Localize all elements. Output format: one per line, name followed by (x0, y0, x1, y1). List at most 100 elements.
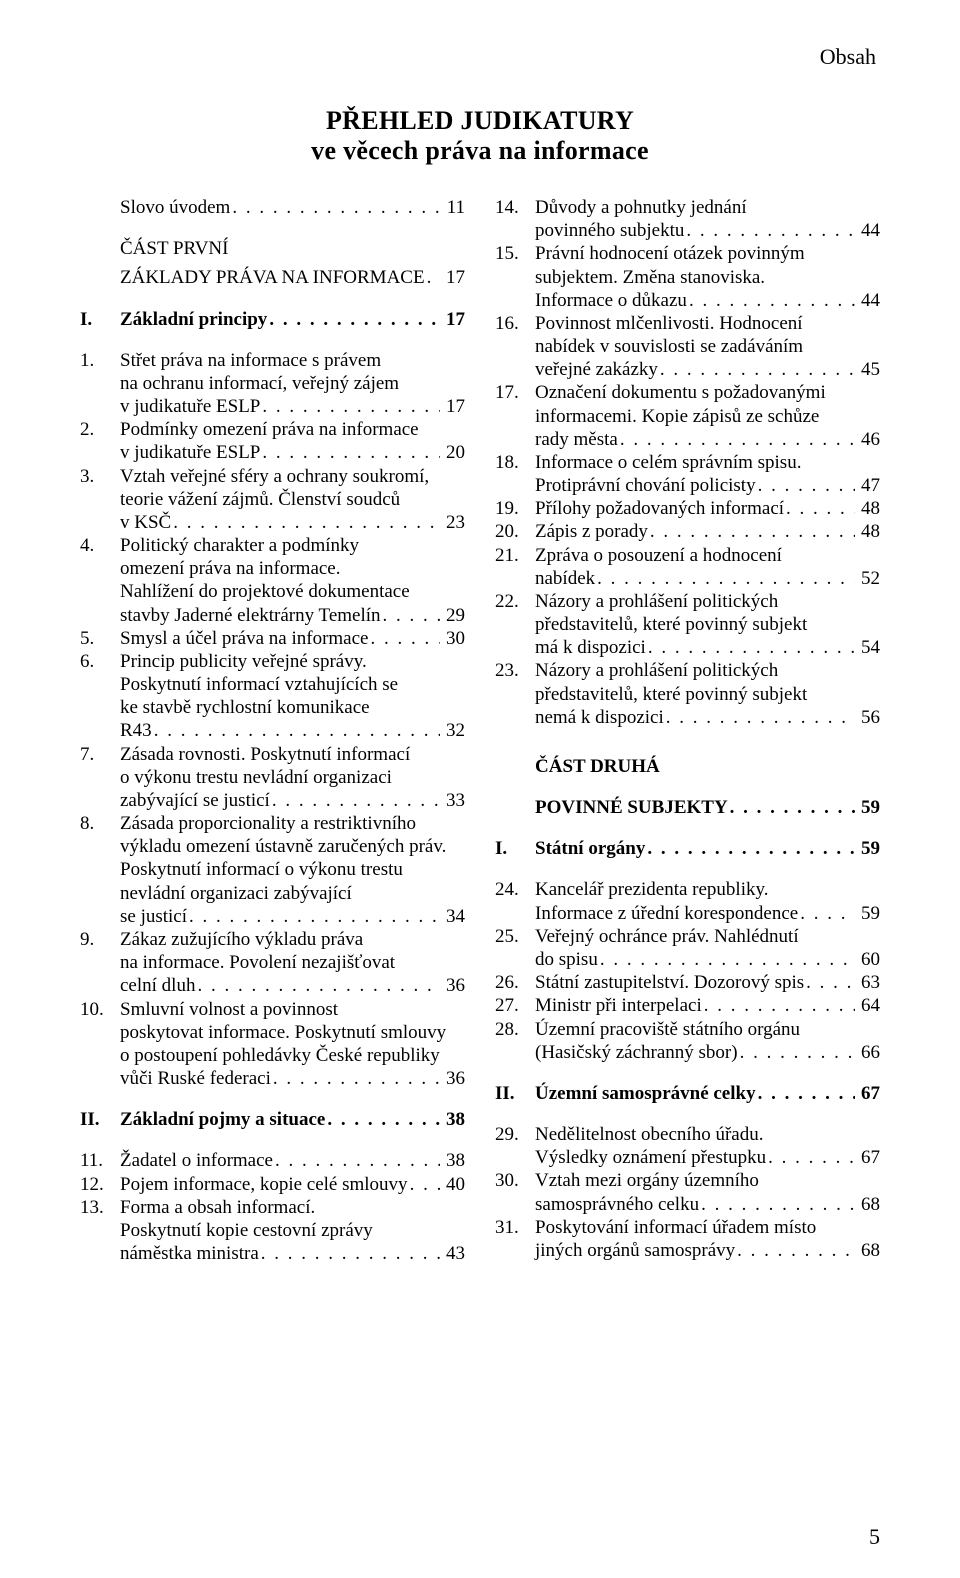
toc-text: Princip publicity veřejné správy. (120, 650, 367, 673)
toc-page: 66 (855, 1041, 880, 1064)
toc-entry: 16.Povinnost mlčenlivosti. Hodnocenínabí… (495, 312, 880, 382)
toc-leaders (702, 994, 855, 1017)
toc-number: II. (80, 1108, 120, 1131)
toc-page: 33 (440, 789, 465, 812)
toc-number: 18. (495, 451, 535, 474)
toc-entry: I.Státní orgány59 (495, 837, 880, 860)
toc-page: 44 (855, 219, 880, 242)
toc-leaders (804, 971, 855, 994)
toc-text-cont: představitelů, které povinný subjekt (495, 683, 880, 706)
table-of-contents: Slovo úvodem11ČÁST PRVNÍZÁKLADY PRÁVA NA… (80, 196, 880, 1265)
toc-page: 64 (855, 994, 880, 1017)
toc-number: 20. (495, 520, 535, 543)
toc-entry: 1.Střet práva na informace s právemna oc… (80, 349, 465, 419)
toc-number: 10. (80, 998, 120, 1021)
toc-leaders (735, 1239, 855, 1262)
toc-text: Základní pojmy a situace (120, 1108, 325, 1131)
toc-text: v KSČ (120, 511, 171, 534)
toc-leaders (684, 219, 855, 242)
toc-page: 40 (440, 1173, 465, 1196)
toc-entry: 26.Státní zastupitelství. Dozorový spis6… (495, 971, 880, 994)
toc-number: I. (80, 308, 120, 331)
toc-number: 11. (80, 1149, 120, 1172)
running-head: Obsah (80, 44, 880, 70)
toc-entry: 29.Nedělitelnost obecního úřadu.Výsledky… (495, 1123, 880, 1169)
toc-text: Pojem informace, kopie celé smlouvy (120, 1173, 408, 1196)
toc-leaders (425, 266, 440, 289)
toc-text: Označení dokumentu s požadovanými (535, 381, 826, 404)
toc-text: nemá k dispozici (535, 706, 664, 729)
toc-leaders (766, 1146, 855, 1169)
toc-entry: 31.Poskytování informací úřadem místojin… (495, 1216, 880, 1262)
toc-text: Přílohy požadovaných informací (535, 497, 784, 520)
toc-page: 60 (855, 948, 880, 971)
toc-text: se justicí (120, 905, 187, 928)
toc-number: 6. (80, 650, 120, 673)
toc-leaders (270, 789, 440, 812)
toc-text-cont: Poskytnutí informací vztahujících se (80, 673, 465, 696)
toc-text: Názory a prohlášení politických (535, 659, 778, 682)
title-main: PŘEHLED JUDIKATURY (80, 106, 880, 136)
toc-text: vůči Ruské federaci (120, 1067, 271, 1090)
toc-text: Státní zastupitelství. Dozorový spis (535, 971, 804, 994)
toc-page: 68 (855, 1239, 880, 1262)
toc-page: 29 (440, 604, 465, 627)
toc-entry: 4.Politický charakter a podmínkyomezení … (80, 534, 465, 627)
toc-text-cont: Nahlížení do projektové dokumentace (80, 580, 465, 603)
toc-number: 3. (80, 465, 120, 488)
toc-text: Zákaz zužujícího výkladu práva (120, 928, 363, 951)
toc-text: Zásada proporcionality a restriktivního (120, 812, 416, 835)
toc-text: Veřejný ochránce práv. Nahlédnutí (535, 925, 799, 948)
toc-text: Důvody a pohnutky jednání (535, 196, 747, 219)
toc-leaders (798, 902, 855, 925)
toc-leaders (381, 604, 440, 627)
toc-text: Zápis z porady (535, 520, 648, 543)
toc-text: v judikatuře ESLP (120, 395, 260, 418)
toc-text: celní dluh (120, 974, 195, 997)
toc-text: Protiprávní chování policisty (535, 474, 756, 497)
toc-leaders (784, 497, 855, 520)
toc-text: POVINNÉ SUBJEKTY (535, 796, 728, 819)
toc-page: 54 (855, 636, 880, 659)
toc-page: 17 (440, 308, 465, 331)
toc-text: Vztah mezi orgány územního (535, 1169, 759, 1192)
toc-text: Státní orgány (535, 837, 645, 860)
toc-entry: Slovo úvodem11 (80, 196, 465, 219)
toc-leaders (187, 905, 440, 928)
toc-page: 36 (440, 974, 465, 997)
toc-page: 59 (855, 796, 880, 819)
toc-text-cont: informacemi. Kopie zápisů ze schůze (495, 405, 880, 428)
toc-page: 17 (440, 266, 465, 289)
toc-leaders (728, 796, 855, 819)
toc-entry: 17.Označení dokumentu s požadovanýmiinfo… (495, 381, 880, 451)
toc-text: Forma a obsah informací. (120, 1196, 315, 1219)
toc-entry: II.Územní samosprávné celky67 (495, 1082, 880, 1105)
toc-page: 67 (855, 1146, 880, 1169)
toc-leaders (230, 196, 440, 219)
toc-page: 38 (440, 1149, 465, 1172)
toc-text-cont: o postoupení pohledávky České republiky (80, 1044, 465, 1067)
toc-number: 4. (80, 534, 120, 557)
toc-leaders (267, 308, 440, 331)
toc-text: Povinnost mlčenlivosti. Hodnocení (535, 312, 803, 335)
toc-number: 22. (495, 590, 535, 613)
toc-text: Výsledky oznámení přestupku (535, 1146, 766, 1169)
toc-entry: POVINNÉ SUBJEKTY 59 (495, 796, 880, 819)
toc-page: 11 (441, 196, 465, 219)
toc-page: 56 (855, 706, 880, 729)
toc-number: 5. (80, 627, 120, 650)
toc-number: 26. (495, 971, 535, 994)
toc-text: ČÁST PRVNÍ (120, 237, 228, 260)
toc-number: 15. (495, 242, 535, 265)
toc-number: II. (495, 1082, 535, 1105)
toc-leaders (687, 289, 855, 312)
toc-number: 14. (495, 196, 535, 219)
toc-entry: 5.Smysl a účel práva na informace30 (80, 627, 465, 650)
toc-text: Kancelář prezidenta republiky. (535, 878, 769, 901)
toc-leaders (664, 706, 855, 729)
toc-text-cont: ke stavbě rychlostní komunikace (80, 696, 465, 719)
toc-entry: 13.Forma a obsah informací.Poskytnutí ko… (80, 1196, 465, 1266)
toc-text: Smluvní volnost a povinnost (120, 998, 338, 1021)
toc-number: 24. (495, 878, 535, 901)
toc-entry: II.Základní pojmy a situace38 (80, 1108, 465, 1131)
